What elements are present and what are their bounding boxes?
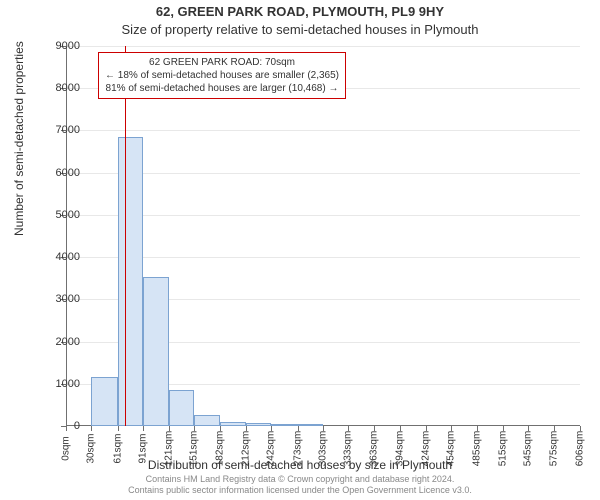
- annotation-box: 62 GREEN PARK ROAD: 70sqm ← 18% of semi-…: [98, 52, 346, 99]
- histogram-bar: [194, 415, 220, 426]
- histogram-bar: [298, 424, 323, 426]
- footer-attribution: Contains HM Land Registry data © Crown c…: [0, 474, 600, 496]
- y-tick-label: 6000: [40, 167, 80, 179]
- annotation-line2: ← 18% of semi-detached houses are smalle…: [105, 69, 339, 82]
- y-tick-label: 3000: [40, 293, 80, 305]
- histogram-bar: [246, 423, 271, 426]
- gridline-h: [66, 130, 580, 131]
- annotation-line3: 81% of semi-detached houses are larger (…: [105, 82, 339, 95]
- y-tick-label: 2000: [40, 336, 80, 348]
- x-tick-mark: [91, 426, 92, 431]
- histogram-bar: [220, 422, 245, 426]
- y-tick-label: 0: [40, 420, 80, 432]
- y-axis-label: Number of semi-detached properties: [12, 41, 26, 236]
- histogram-bar: [91, 377, 117, 426]
- x-tick-mark: [118, 426, 119, 431]
- footer-line2: Contains public sector information licen…: [0, 485, 600, 496]
- chart-container: 62, GREEN PARK ROAD, PLYMOUTH, PL9 9HY S…: [0, 0, 600, 500]
- histogram-bar: [271, 424, 297, 426]
- histogram-bar: [118, 137, 143, 426]
- y-tick-label: 9000: [40, 40, 80, 52]
- y-tick-label: 4000: [40, 251, 80, 263]
- chart-title-main: 62, GREEN PARK ROAD, PLYMOUTH, PL9 9HY: [0, 4, 600, 19]
- gridline-h: [66, 46, 580, 47]
- y-tick-label: 1000: [40, 378, 80, 390]
- x-axis-label: Distribution of semi-detached houses by …: [0, 458, 600, 472]
- y-tick-label: 5000: [40, 209, 80, 221]
- y-tick-label: 8000: [40, 82, 80, 94]
- indicator-line: [125, 46, 126, 426]
- histogram-bar: [169, 390, 194, 426]
- chart-title-sub: Size of property relative to semi-detach…: [0, 22, 600, 37]
- footer-line1: Contains HM Land Registry data © Crown c…: [0, 474, 600, 485]
- histogram-bar: [143, 277, 168, 426]
- plot-area: 0sqm30sqm61sqm91sqm121sqm151sqm182sqm212…: [66, 46, 580, 426]
- y-tick-label: 7000: [40, 124, 80, 136]
- x-tick-mark: [143, 426, 144, 431]
- annotation-line1: 62 GREEN PARK ROAD: 70sqm: [105, 56, 339, 69]
- y-axis-line: [66, 46, 67, 426]
